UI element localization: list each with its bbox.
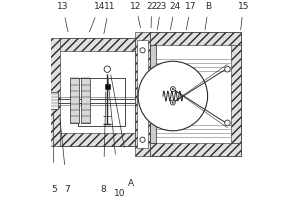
Bar [150, 32, 242, 45]
Circle shape [170, 87, 175, 91]
Circle shape [225, 66, 230, 72]
Text: A: A [128, 179, 134, 188]
Text: B: B [206, 2, 212, 11]
Bar [104, 84, 110, 89]
Text: 10: 10 [113, 189, 125, 198]
Text: 11: 11 [103, 2, 115, 11]
Bar [137, 40, 148, 148]
Bar [150, 143, 242, 156]
Bar [58, 133, 135, 146]
Circle shape [170, 100, 175, 105]
Bar [77, 78, 125, 126]
Text: 15: 15 [238, 2, 249, 11]
Text: 8: 8 [100, 185, 106, 194]
Circle shape [225, 120, 230, 126]
Text: 17: 17 [185, 2, 196, 11]
Text: 12: 12 [130, 2, 142, 11]
Bar [58, 38, 135, 146]
Circle shape [172, 88, 174, 90]
Text: 24: 24 [169, 2, 181, 11]
Bar [150, 45, 156, 143]
Circle shape [140, 48, 145, 53]
Bar [135, 32, 150, 156]
Text: 7: 7 [64, 185, 70, 194]
Circle shape [140, 137, 145, 142]
Text: 13: 13 [57, 2, 68, 11]
Text: 14: 14 [94, 2, 105, 11]
Circle shape [172, 102, 174, 103]
Text: 5: 5 [51, 185, 56, 194]
Bar [150, 32, 242, 156]
Bar [81, 78, 90, 123]
Bar [70, 78, 79, 123]
Circle shape [138, 61, 208, 131]
Bar [58, 38, 135, 51]
Bar [50, 38, 60, 146]
Text: 23: 23 [155, 2, 166, 11]
Text: 22: 22 [146, 2, 157, 11]
Circle shape [104, 66, 110, 72]
Bar [231, 45, 242, 143]
Bar [50, 92, 58, 109]
